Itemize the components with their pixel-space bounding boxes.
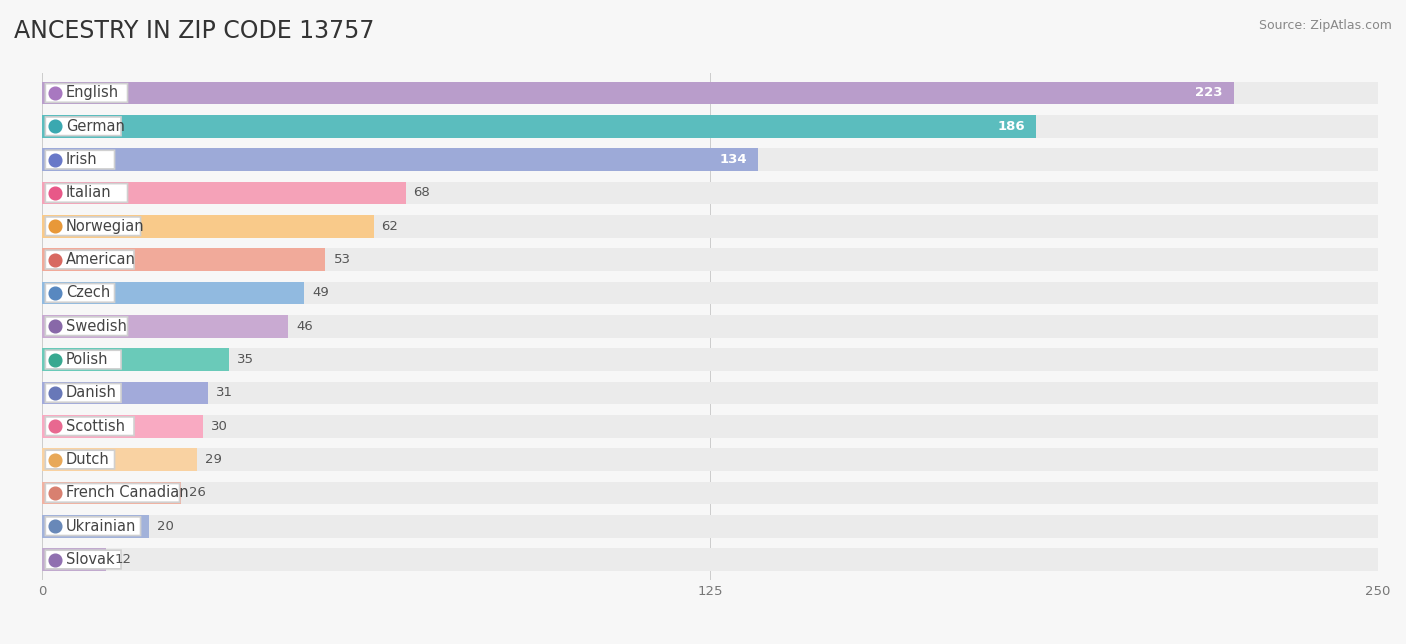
Bar — [42, 82, 1233, 104]
Bar — [42, 515, 1378, 538]
Text: American: American — [66, 252, 136, 267]
FancyBboxPatch shape — [45, 450, 114, 469]
Text: 68: 68 — [413, 186, 430, 200]
Bar — [42, 515, 149, 538]
Bar — [42, 381, 1378, 404]
Text: 62: 62 — [381, 220, 398, 232]
Text: 35: 35 — [238, 353, 254, 366]
Text: Polish: Polish — [66, 352, 108, 367]
Bar — [42, 248, 1378, 271]
Bar — [42, 448, 1378, 471]
Text: Dutch: Dutch — [66, 452, 110, 467]
Text: 186: 186 — [998, 120, 1025, 133]
FancyBboxPatch shape — [45, 484, 180, 502]
Bar — [42, 182, 405, 204]
Bar — [42, 348, 1378, 371]
Text: ANCESTRY IN ZIP CODE 13757: ANCESTRY IN ZIP CODE 13757 — [14, 19, 374, 43]
Text: French Canadian: French Canadian — [66, 486, 188, 500]
Bar — [42, 315, 288, 337]
FancyBboxPatch shape — [45, 251, 134, 269]
FancyBboxPatch shape — [45, 317, 128, 336]
Bar — [42, 115, 1378, 138]
Text: 134: 134 — [720, 153, 748, 166]
FancyBboxPatch shape — [45, 184, 128, 202]
FancyBboxPatch shape — [45, 283, 114, 302]
Text: 31: 31 — [217, 386, 233, 399]
FancyBboxPatch shape — [45, 550, 121, 569]
Bar — [42, 115, 1036, 138]
Bar — [42, 148, 1378, 171]
FancyBboxPatch shape — [45, 417, 134, 435]
Bar — [42, 148, 758, 171]
FancyBboxPatch shape — [45, 84, 128, 102]
Bar — [42, 548, 107, 571]
Text: German: German — [66, 118, 125, 134]
Text: 29: 29 — [205, 453, 222, 466]
FancyBboxPatch shape — [45, 350, 121, 369]
Bar — [42, 215, 1378, 238]
Text: 53: 53 — [333, 253, 350, 266]
Text: Italian: Italian — [66, 185, 111, 200]
Bar — [42, 448, 197, 471]
FancyBboxPatch shape — [45, 217, 141, 236]
Text: Irish: Irish — [66, 152, 97, 167]
Text: Ukrainian: Ukrainian — [66, 518, 136, 534]
Bar — [42, 415, 202, 437]
Text: Swedish: Swedish — [66, 319, 127, 334]
Text: Source: ZipAtlas.com: Source: ZipAtlas.com — [1258, 19, 1392, 32]
Text: 26: 26 — [190, 486, 207, 499]
Bar — [42, 348, 229, 371]
Bar — [42, 415, 1378, 437]
FancyBboxPatch shape — [45, 117, 121, 136]
Text: Danish: Danish — [66, 385, 117, 401]
Text: Slovak: Slovak — [66, 552, 115, 567]
Bar — [42, 215, 374, 238]
Text: 223: 223 — [1195, 86, 1223, 99]
Bar — [42, 482, 181, 504]
FancyBboxPatch shape — [45, 384, 121, 402]
Text: Norwegian: Norwegian — [66, 219, 145, 234]
Text: 20: 20 — [157, 520, 174, 533]
Text: 12: 12 — [114, 553, 132, 566]
Text: 46: 46 — [297, 319, 314, 333]
Bar — [42, 82, 1378, 104]
FancyBboxPatch shape — [45, 517, 141, 536]
Bar — [42, 315, 1378, 337]
FancyBboxPatch shape — [45, 150, 114, 169]
Text: Czech: Czech — [66, 285, 110, 300]
Text: 30: 30 — [211, 420, 228, 433]
Bar — [42, 281, 1378, 304]
Text: English: English — [66, 86, 120, 100]
Bar — [42, 548, 1378, 571]
Bar — [42, 182, 1378, 204]
Bar — [42, 482, 1378, 504]
Text: 49: 49 — [312, 287, 329, 299]
Bar — [42, 248, 325, 271]
Bar — [42, 281, 304, 304]
Bar — [42, 381, 208, 404]
Text: Scottish: Scottish — [66, 419, 125, 433]
